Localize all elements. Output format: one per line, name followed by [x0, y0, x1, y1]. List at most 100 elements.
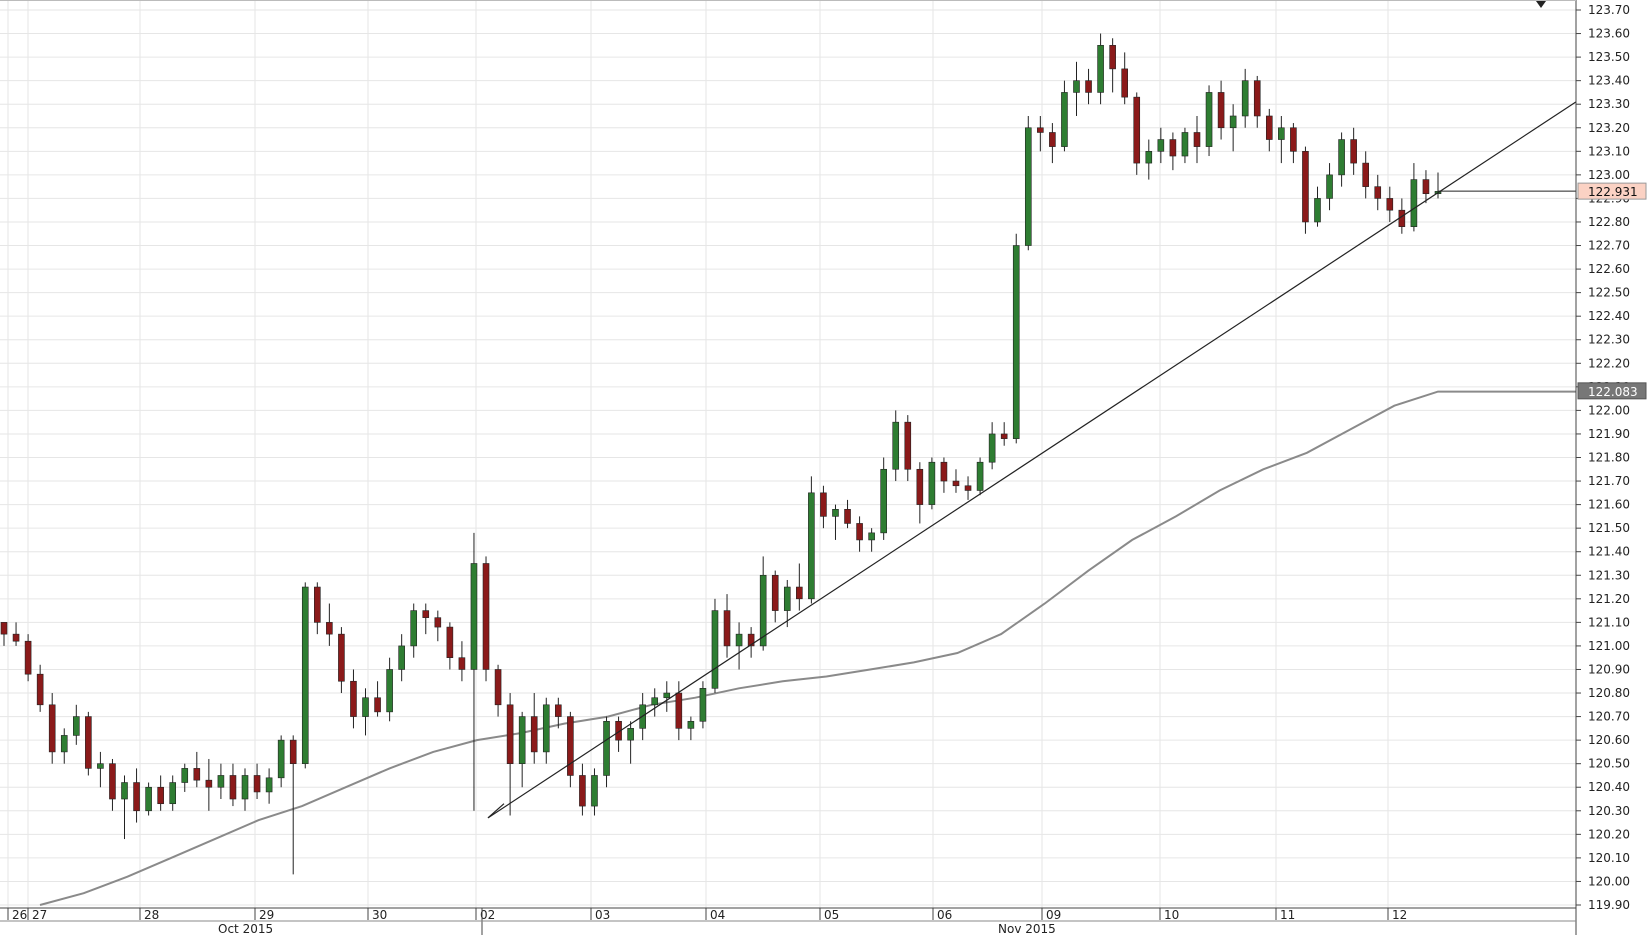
- candle: [506, 693, 514, 816]
- candle-body: [1302, 151, 1309, 223]
- candle: [36, 664, 44, 712]
- y-tick-label: 120.30: [1588, 804, 1630, 818]
- candle: [265, 768, 273, 804]
- candle-body: [181, 768, 189, 783]
- y-tick-label: 123.50: [1588, 50, 1630, 64]
- candle: [1253, 75, 1261, 128]
- candle-body: [820, 492, 827, 517]
- x-day-label: 11: [1280, 908, 1295, 922]
- x-day-label: 26: [12, 908, 27, 922]
- candle-body: [747, 633, 755, 647]
- candle: [711, 598, 719, 694]
- candle-body: [856, 523, 863, 541]
- candle-body: [1097, 45, 1104, 93]
- candle-body: [1037, 127, 1044, 133]
- y-tick-label: 122.60: [1588, 262, 1630, 276]
- candle-body: [530, 716, 538, 753]
- candle-body: [1181, 132, 1189, 157]
- x-day-label: 12: [1392, 908, 1407, 922]
- candle: [808, 476, 815, 604]
- candle-body: [338, 633, 345, 682]
- y-tick-label: 123.70: [1588, 3, 1630, 17]
- candle-body: [892, 421, 900, 470]
- x-day-label: 03: [595, 908, 610, 922]
- candle: [518, 711, 526, 788]
- candle: [289, 735, 297, 875]
- candle: [663, 681, 671, 712]
- candle: [1229, 104, 1237, 152]
- candle-body: [1229, 115, 1237, 129]
- candle: [277, 735, 285, 788]
- candle: [892, 410, 900, 482]
- candle: [1012, 233, 1020, 444]
- y-tick-label: 122.70: [1588, 239, 1630, 253]
- candle-body: [1386, 198, 1394, 211]
- x-day-label: 28: [144, 908, 159, 922]
- candle: [446, 622, 454, 670]
- candle: [603, 716, 610, 788]
- candle-body: [783, 586, 791, 611]
- candle: [1205, 85, 1213, 157]
- candle: [482, 556, 490, 682]
- candle-body: [687, 720, 695, 729]
- candle-body: [591, 775, 598, 807]
- y-tick-label: 121.40: [1588, 545, 1630, 559]
- candle: [48, 693, 56, 764]
- candle: [1314, 186, 1321, 227]
- x-day-label: 10: [1164, 908, 1179, 922]
- candle-body: [796, 586, 803, 600]
- candle: [458, 641, 466, 682]
- moving-average-box: [1577, 382, 1647, 400]
- candle: [350, 669, 357, 729]
- candle-body: [1000, 433, 1008, 439]
- candle: [73, 704, 80, 745]
- y-tick-label: 120.60: [1588, 733, 1630, 747]
- candle-body: [627, 728, 634, 741]
- candle: [856, 516, 863, 552]
- y-tick-label: 122.40: [1588, 309, 1630, 323]
- candle-body: [1193, 132, 1201, 147]
- y-tick-label: 121.70: [1588, 474, 1630, 488]
- candle-body: [928, 461, 936, 505]
- candle-body: [988, 433, 996, 463]
- y-tick-label: 120.40: [1588, 780, 1630, 794]
- candle-body: [1012, 245, 1020, 439]
- candle: [844, 499, 851, 529]
- moving-average: [39, 390, 1576, 906]
- y-tick-label: 123.60: [1588, 27, 1630, 41]
- candle: [916, 462, 924, 524]
- y-tick-label: 120.80: [1588, 686, 1630, 700]
- candle-body: [12, 633, 20, 642]
- candle-body: [1109, 45, 1116, 70]
- candle-body: [1326, 174, 1333, 199]
- x-month-label: Oct 2015: [218, 922, 273, 935]
- y-tick-label: 122.20: [1588, 356, 1630, 370]
- candle-body: [518, 716, 526, 764]
- candle: [1410, 163, 1418, 232]
- candle-body: [386, 669, 393, 713]
- candle-body: [880, 468, 887, 534]
- candle-body: [446, 626, 454, 658]
- candle: [1085, 68, 1092, 105]
- candle-body: [1253, 80, 1261, 117]
- candle-body: [1410, 179, 1418, 227]
- candle-body: [506, 704, 514, 764]
- candle-body: [1133, 96, 1141, 164]
- candle: [964, 476, 972, 500]
- candle-body: [759, 574, 767, 647]
- candle: [338, 627, 345, 694]
- candle: [783, 579, 791, 628]
- candle: [542, 697, 550, 764]
- candle: [24, 634, 32, 682]
- candle-body: [1422, 179, 1430, 195]
- candle-body: [1265, 115, 1273, 140]
- y-tick-label: 121.00: [1588, 639, 1630, 653]
- moving-average-label: 122.083: [1588, 385, 1638, 399]
- y-tick-label: 120.50: [1588, 757, 1630, 771]
- y-tick-label: 123.10: [1588, 144, 1630, 158]
- candle-body: [97, 763, 104, 769]
- candle: [530, 693, 538, 764]
- y-tick-label: 123.40: [1588, 74, 1630, 88]
- candle: [1061, 80, 1068, 152]
